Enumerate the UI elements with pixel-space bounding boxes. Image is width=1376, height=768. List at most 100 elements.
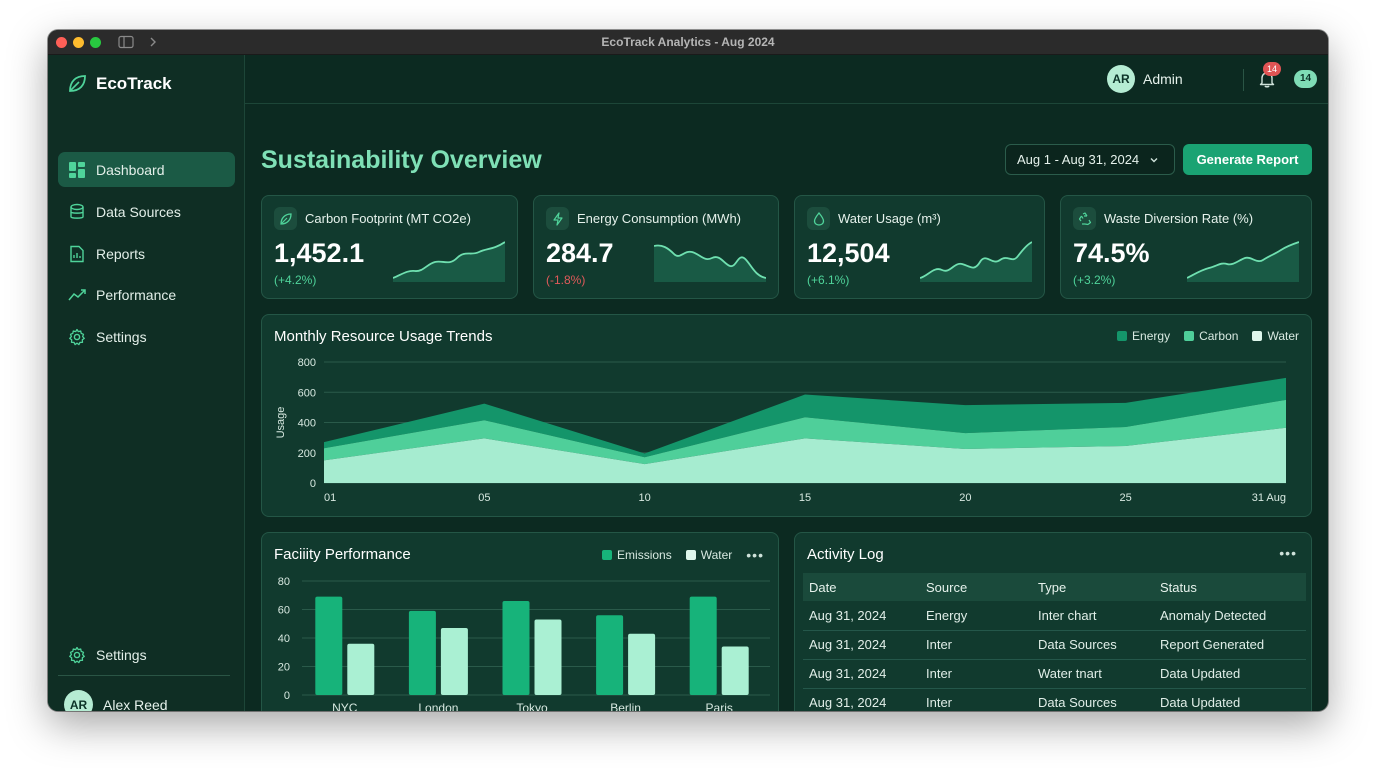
kpi-card-carbon[interactable]: Carbon Footprint (MT CO2e) 1,452.1 (+4.2…: [261, 195, 518, 299]
column-header-date[interactable]: Date: [803, 573, 920, 601]
date-range-select[interactable]: Aug 1 - Aug 31, 2024: [1005, 144, 1175, 175]
database-icon: [70, 203, 84, 219]
sidebar-item-settings[interactable]: Settings: [58, 319, 235, 354]
app-window: EcoTrack Analytics - Aug 2024 EcoTrack D…: [48, 30, 1328, 711]
trends-title: Monthly Resource Usage Trends: [274, 328, 493, 345]
legend-item-energy[interactable]: Energy: [1117, 329, 1170, 343]
kpi-card-water[interactable]: Water Usage (m³) 12,504 (+6.1%): [794, 195, 1045, 299]
dashboard-icon: [69, 161, 85, 178]
sidebar-item-label: Data Sources: [96, 203, 181, 220]
kpi-title: Carbon Footprint (MT CO2e): [305, 211, 471, 226]
area-series-water: [324, 427, 1286, 483]
sidebar-item-label: Settings: [96, 328, 147, 345]
table-row[interactable]: Aug 31, 2024 Energy Inter chart Anomaly …: [803, 601, 1306, 631]
bar-emissions: [502, 600, 530, 695]
zoom-window-button[interactable]: [90, 37, 101, 48]
bar-emissions: [408, 610, 436, 695]
y-tick-label: 0: [284, 690, 290, 702]
sidebar-item-performance[interactable]: Performance: [58, 277, 235, 312]
x-tick-label: 01: [324, 492, 336, 504]
bar-emissions: [596, 615, 624, 695]
cell-date: Aug 31, 2024: [803, 630, 920, 660]
legend-item-water[interactable]: Water: [1252, 329, 1299, 343]
legend-item-emissions[interactable]: Emissions: [602, 548, 672, 562]
date-range-value: Aug 1 - Aug 31, 2024: [1017, 152, 1140, 167]
y-tick-label: 0: [310, 478, 316, 490]
facility-title: Faciiity Performance: [274, 546, 411, 563]
trends-chart: 0 200 400 600 800 01 05 10 15 20 25 31 Aug Usage: [275, 357, 1286, 504]
legend-item-water[interactable]: Water: [685, 548, 732, 562]
trend-icon: [68, 288, 86, 300]
sparkline: [654, 244, 766, 282]
sidebar-item-dashboard[interactable]: Dashboard: [58, 152, 235, 187]
cell-source: Inter: [926, 695, 953, 711]
bar-water: [440, 628, 468, 695]
leaf-icon: [274, 207, 297, 230]
kpi-card-energy[interactable]: Energy Consumption (MWh) 284.7 (-1.8%): [533, 195, 779, 299]
sidebar-item-label: Reports: [96, 245, 146, 262]
chevron-right-icon[interactable]: [147, 35, 159, 49]
y-tick-label: 200: [298, 448, 316, 460]
y-tick-label: 400: [298, 418, 316, 430]
kpi-card-waste[interactable]: Waste Diversion Rate (%) 74.5% (+3.2%): [1060, 195, 1312, 299]
y-tick-label: 40: [278, 633, 290, 645]
area-series-energy: [324, 377, 1286, 458]
bar-water: [721, 646, 749, 695]
chevron-down-icon: [1150, 157, 1158, 162]
close-window-button[interactable]: [56, 37, 67, 48]
activity-title: Activity Log: [807, 546, 884, 563]
kpi-header: Carbon Footprint (MT CO2e): [274, 207, 471, 230]
kpi-value: 74.5%: [1073, 238, 1150, 268]
cell-type: Inter chart: [1032, 601, 1154, 631]
sparkline: [920, 241, 1032, 282]
minimize-window-button[interactable]: [73, 37, 84, 48]
bar-emissions: [689, 596, 717, 695]
admin-label: Admin: [1143, 71, 1183, 87]
cell-date: Aug 31, 2024: [809, 695, 887, 711]
bar-emissions: [315, 596, 343, 695]
trends-card: Monthly Resource Usage Trends Energy Car…: [261, 314, 1312, 517]
y-tick-label: 800: [298, 357, 316, 369]
report-icon: [70, 245, 84, 262]
column-header-source[interactable]: Source: [920, 573, 1032, 601]
generate-report-button[interactable]: Generate Report: [1183, 144, 1312, 175]
brand[interactable]: EcoTrack: [66, 73, 172, 95]
table-row[interactable]: Aug 31, 2024 Inter Water tnart Data Upda…: [803, 659, 1306, 689]
page-title: Sustainability Overview: [261, 146, 542, 174]
kpi-value: 284.7: [546, 238, 614, 268]
column-header-type[interactable]: Type: [1032, 573, 1154, 601]
cell-source: Inter: [920, 659, 1032, 689]
legend-item-carbon[interactable]: Carbon: [1184, 329, 1238, 343]
cell-status: Anomaly Detected: [1154, 601, 1306, 631]
cell-source: Inter: [920, 630, 1032, 660]
x-tick-label: Paris: [706, 701, 733, 711]
bolt-icon: [546, 207, 569, 230]
table-row[interactable]: Aug 31, 2024 Inter Data Sources Data Upd…: [803, 688, 1306, 711]
sparkline: [1187, 241, 1299, 282]
recycle-icon: [1073, 207, 1096, 230]
kpi-header: Energy Consumption (MWh): [546, 207, 741, 230]
x-tick-label: 15: [799, 492, 811, 504]
column-header-status[interactable]: Status: [1154, 573, 1306, 601]
notification-badge: 14: [1263, 62, 1281, 76]
sidebar-item-data-sources[interactable]: Data Sources: [58, 194, 235, 229]
sidebar-bottom-settings[interactable]: Settings: [58, 637, 235, 672]
gear-icon: [69, 328, 85, 345]
x-tick-label: 25: [1120, 492, 1132, 504]
cell-status: Report Generated: [1154, 630, 1306, 660]
table-row[interactable]: Aug 31, 2024 Inter Data Sources Report G…: [803, 630, 1306, 660]
gear-icon: [69, 646, 85, 663]
sidebar-toggle-icon[interactable]: [118, 35, 134, 49]
user-profile[interactable]: AR Alex Reed: [64, 690, 168, 711]
bar-water: [347, 643, 375, 695]
main-content: AR Admin 14 14 Sustainability Overview A…: [245, 55, 1328, 711]
sidebar-item-reports[interactable]: Reports: [58, 236, 235, 271]
admin-menu[interactable]: AR Admin: [1107, 65, 1183, 93]
count-pill[interactable]: 14: [1294, 70, 1317, 88]
cell-status: Data Updated: [1160, 695, 1241, 711]
sidebar-item-label: Dashboard: [96, 161, 165, 178]
cell-date: Aug 31, 2024: [803, 659, 920, 689]
more-options-icon[interactable]: •••: [746, 547, 764, 563]
more-options-icon[interactable]: •••: [1279, 545, 1297, 561]
x-tick-label: 05: [478, 492, 490, 504]
